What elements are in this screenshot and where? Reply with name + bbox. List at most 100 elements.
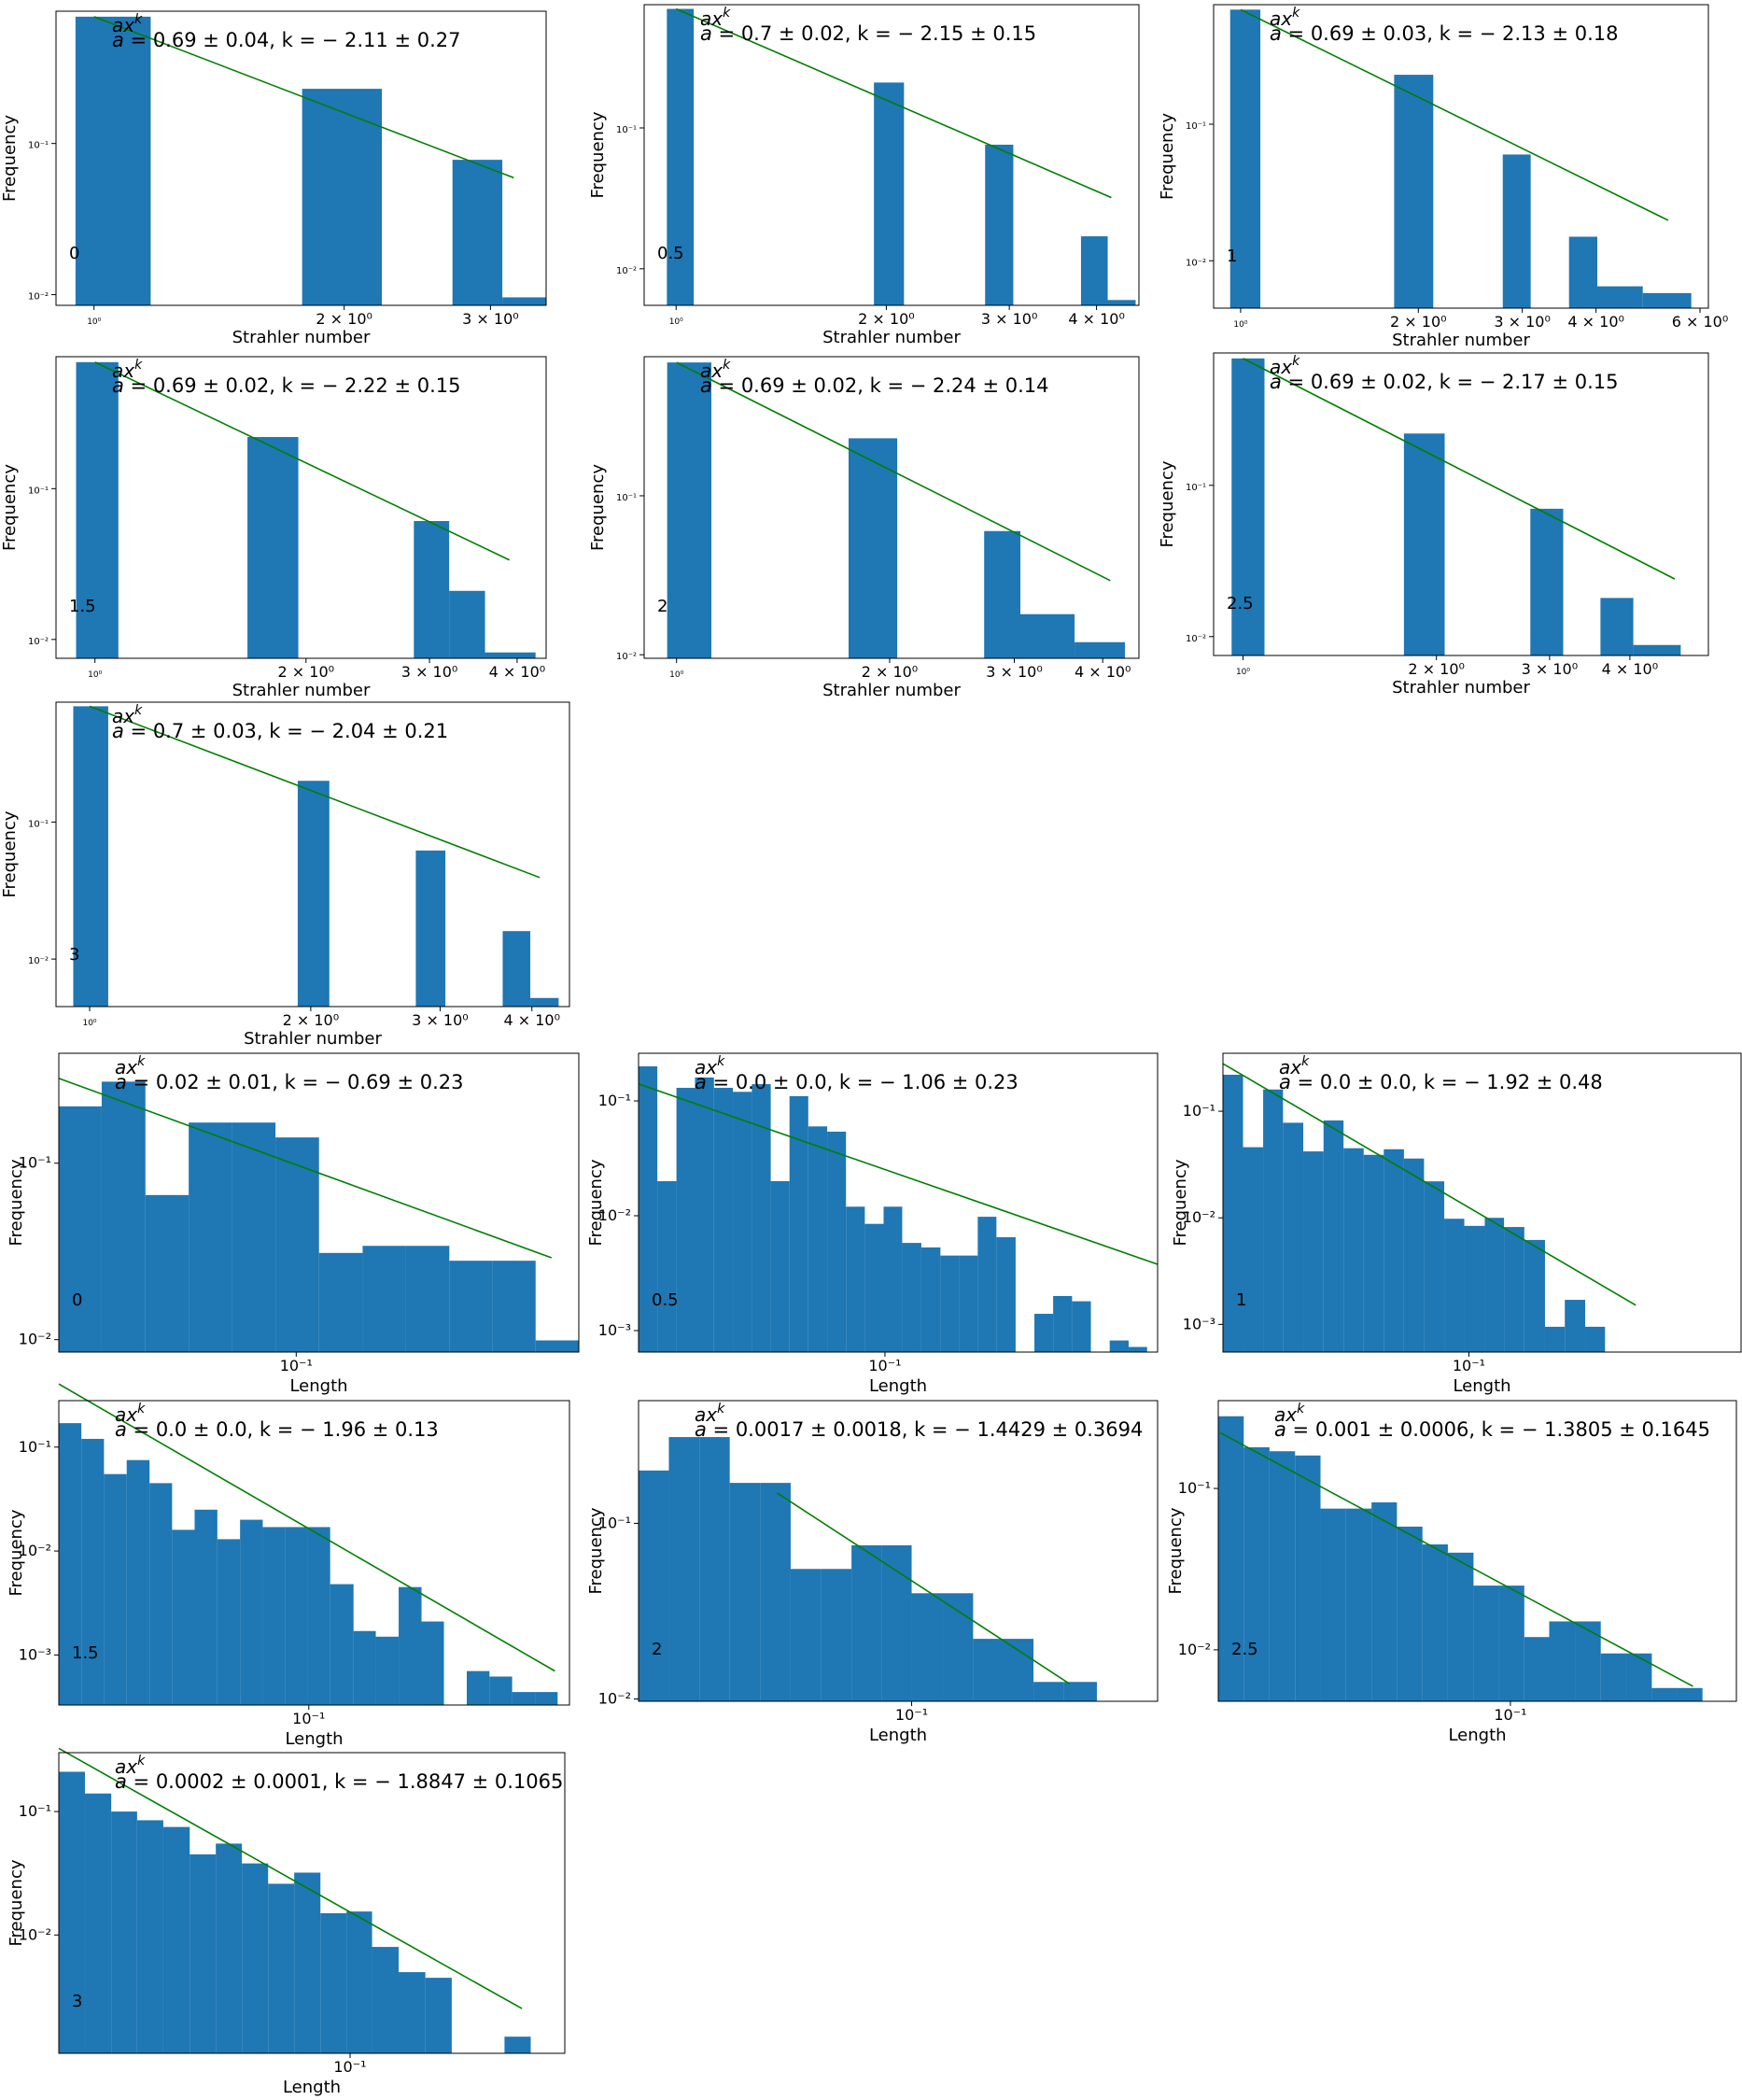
- histogram-bar: [294, 1872, 321, 2053]
- x-tick-label: 10⁰: [669, 317, 683, 327]
- histogram-bar: [268, 1883, 295, 2053]
- x-tick-label: 4 × 10⁰: [1567, 313, 1624, 331]
- y-tick-label: 10⁻²: [616, 652, 637, 662]
- fit-name-exponent: k: [1297, 1402, 1305, 1416]
- y-tick-label: 10⁻¹: [1183, 1102, 1215, 1120]
- histogram-bar: [1642, 292, 1692, 308]
- y-axis-label: Frequency: [1158, 460, 1177, 547]
- fit-params-value: = 0.0 ± 0.0, k = − 1.96 ± 0.13: [127, 1418, 439, 1441]
- histogram-bar: [984, 530, 1020, 658]
- x-tick-label: 3 × 10⁰: [1494, 313, 1551, 331]
- histogram-bar: [190, 1853, 217, 2053]
- histogram-bar: [1371, 1501, 1398, 1701]
- histogram-bar: [1625, 1653, 1652, 1701]
- histogram-bar: [399, 1586, 422, 1705]
- panel-label: 1: [1227, 247, 1237, 266]
- histogram-bar: [1544, 1326, 1566, 1352]
- fit-line: [776, 1492, 1071, 1684]
- histogram-bar: [399, 1972, 426, 2053]
- histogram-bar: [502, 931, 531, 1007]
- y-tick-label: 10⁻¹: [598, 1514, 631, 1531]
- y-axis-label: Frequency: [1158, 113, 1177, 200]
- fit-params-prefix: a: [112, 374, 124, 397]
- y-tick-label: 10⁻²: [616, 266, 637, 276]
- histogram-bar: [752, 1084, 771, 1352]
- histogram-bar: [307, 1527, 330, 1705]
- x-tick-label: 2 × 10⁰: [316, 310, 372, 328]
- y-tick-label: 10⁻¹: [616, 125, 637, 135]
- histogram-bar: [1585, 1326, 1606, 1352]
- histogram-bar: [1651, 1687, 1678, 1701]
- histogram-bar: [827, 1131, 847, 1352]
- histogram-bar: [1033, 1682, 1064, 1701]
- x-tick-label: 10⁻¹: [1494, 1706, 1526, 1724]
- histogram-bar: [1473, 1586, 1499, 1701]
- chart-panel-3: 10⁻² 10⁻¹ 10⁰ 2 × 10⁰ 3 × 10⁰ 4 × 10⁰ Strahler…: [0, 356, 547, 700]
- fit-params-value: = 0.69 ± 0.02, k = − 2.24 ± 0.14: [712, 374, 1049, 397]
- y-tick-label: 10⁻²: [28, 292, 49, 303]
- y-axis-label: Frequency: [588, 464, 608, 551]
- histogram-bar: [172, 1529, 195, 1705]
- y-tick-label: 10⁻¹: [616, 493, 637, 503]
- histogram-bar: [1109, 1340, 1129, 1352]
- histogram-bar: [216, 1843, 243, 2053]
- fit-params-prefix: a: [115, 1071, 127, 1093]
- histogram-bar: [977, 1217, 997, 1352]
- x-tick-label: 3 × 10⁰: [1522, 660, 1579, 678]
- histogram-bar: [104, 1473, 127, 1705]
- y-tick-label: 10⁻²: [1186, 634, 1206, 644]
- histogram-bar: [421, 1621, 444, 1705]
- histogram-bar: [1549, 1621, 1576, 1701]
- y-tick-label: 10⁻¹: [1186, 483, 1206, 493]
- x-axis-label: Length: [285, 1729, 343, 1749]
- histogram-bar: [1524, 1239, 1545, 1352]
- histogram-bar: [262, 1527, 286, 1705]
- histogram-bar: [1269, 1451, 1296, 1701]
- fit-params-value: = 0.0002 ± 0.0001, k = − 1.8847 ± 0.1065: [127, 1770, 564, 1793]
- histogram-bar: [1003, 1639, 1034, 1701]
- fit-name-exponent: k: [723, 358, 731, 373]
- x-axis-label: Strahler number: [232, 328, 371, 347]
- histogram-bar: [942, 1593, 974, 1701]
- histogram-bar: [530, 997, 559, 1007]
- histogram-bar: [1447, 1552, 1474, 1701]
- panel-label: 2: [652, 1640, 662, 1659]
- fit-params-value: = 0.0017 ± 0.0018, k = − 1.4429 ± 0.3694: [707, 1418, 1144, 1441]
- histogram-bar: [1343, 1148, 1364, 1352]
- histogram-bar: [1128, 1346, 1147, 1352]
- histogram-bar: [864, 1223, 884, 1352]
- histogram-bar: [240, 1519, 263, 1705]
- fit-line: [1219, 1431, 1693, 1687]
- histogram-bar: [639, 1470, 669, 1701]
- x-tick-label: 10⁰: [82, 1019, 96, 1028]
- x-tick-label: 2 × 10⁰: [858, 310, 915, 328]
- histogram-bar: [85, 1793, 112, 2053]
- fit-line: [1222, 1063, 1637, 1306]
- fit-line: [94, 361, 510, 561]
- fit-params-label: a = 0.69 ± 0.02, k = − 2.17 ± 0.15: [1270, 371, 1618, 393]
- y-tick-label: 10⁻³: [598, 1321, 631, 1339]
- histogram-bar: [535, 1340, 579, 1352]
- fit-params-prefix: a: [112, 720, 124, 742]
- histogram-bar: [676, 1088, 695, 1352]
- histogram-bar: [668, 1437, 700, 1701]
- histogram-bar: [1677, 1687, 1703, 1701]
- fit-params-value: = 0.7 ± 0.02, k = − 2.15 ± 0.15: [712, 22, 1036, 45]
- y-tick-label: 10⁻¹: [19, 1438, 51, 1456]
- fit-name-exponent: k: [1301, 1054, 1310, 1069]
- histogram-bar: [851, 1544, 882, 1701]
- histogram-bar: [1363, 1154, 1384, 1352]
- histogram-bar: [452, 160, 503, 305]
- chart-panel-4: 10⁻² 10⁻¹ 10⁰ 2 × 10⁰ 3 × 10⁰ 4 × 10⁰ Strahler…: [588, 356, 1140, 700]
- histogram-bar: [275, 1137, 319, 1352]
- y-axis-label: Frequency: [1171, 1159, 1190, 1246]
- axes-frame: [58, 1052, 580, 1353]
- fit-name-exponent: k: [1292, 6, 1300, 21]
- histogram-bar: [149, 1483, 173, 1705]
- histogram-bar: [111, 1811, 137, 2053]
- y-tick-label: 10⁻²: [598, 1206, 631, 1224]
- panel-label: 0.5: [657, 244, 684, 263]
